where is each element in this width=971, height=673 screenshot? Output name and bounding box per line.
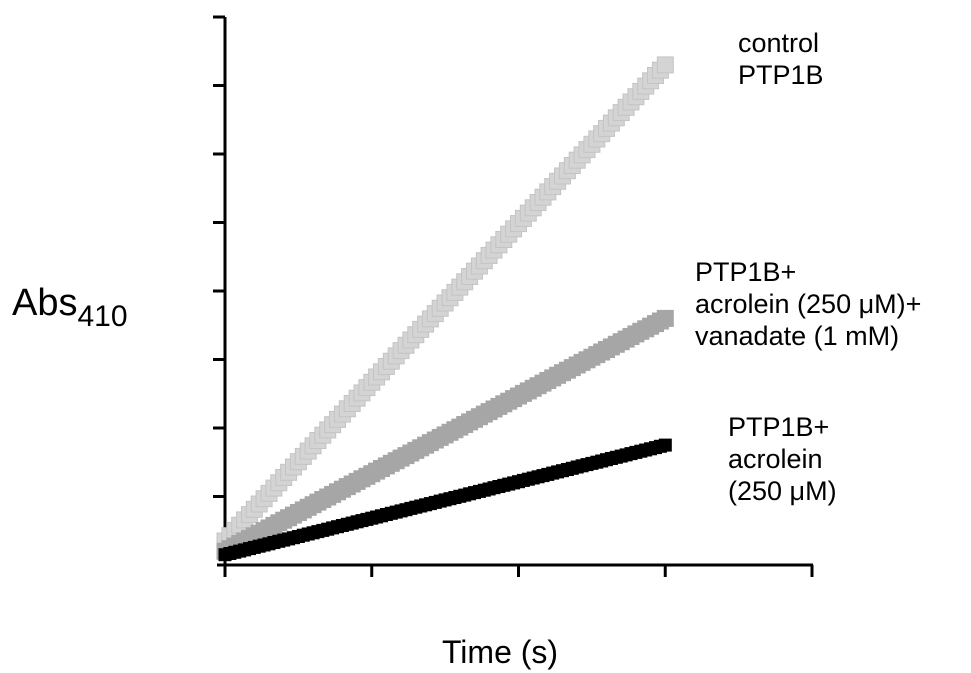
series-2-point	[656, 309, 674, 327]
legend-entry-1: control PTP1B	[738, 28, 824, 90]
y-axis-label: Abs410	[12, 282, 128, 333]
legend-entry-line: PTP1B+	[728, 412, 829, 442]
legend-entry-line: PTP1B	[738, 60, 824, 90]
series-2	[216, 309, 674, 560]
legend-entry-2: PTP1B+ acrolein (250 μM)+ vanadate (1 mM)	[695, 257, 921, 351]
x-axis-label: Time (s)	[442, 634, 558, 670]
legend-entry-line: (250 μM)	[728, 476, 837, 506]
legend-entry-line: vanadate (1 mM)	[695, 321, 899, 351]
axes	[213, 15, 814, 577]
series-1-point	[656, 56, 674, 74]
legend-entry-line: acrolein (250 μM)+	[695, 289, 921, 319]
legend-entry-line: control	[738, 28, 819, 58]
series-3	[218, 438, 672, 562]
series-layer	[216, 56, 674, 562]
legend-entry-line: PTP1B+	[695, 257, 796, 287]
y-axis-label-main: Abs	[12, 282, 77, 324]
legend-entry-line: acrolein	[728, 444, 823, 474]
y-axis-label-subscript: 410	[77, 300, 127, 333]
legend-entry-3: PTP1B+ acrolein (250 μM)	[728, 412, 837, 506]
series-1	[216, 56, 674, 550]
series-3-point	[658, 438, 672, 452]
